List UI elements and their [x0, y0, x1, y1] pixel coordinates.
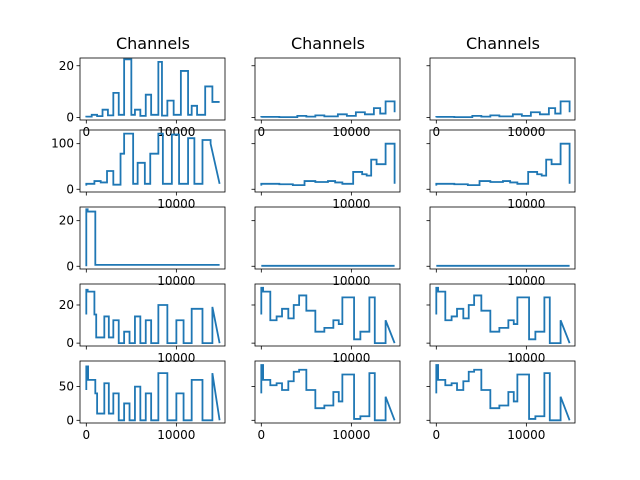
- panel-r1c2-xtick-label-1: 10000: [332, 125, 370, 139]
- panel-r2c1-ytick-label-0: 0: [66, 182, 74, 196]
- panel-r4c2-axes-frame: [254, 283, 401, 347]
- panel-r4c1-ytick-label-1: 20: [59, 298, 74, 312]
- panel-r3c1-axes-frame: [79, 206, 226, 270]
- panel-r2c1-xtick-label-1: 10000: [157, 197, 195, 211]
- panel-r5c1-ytick-label-1: 50: [59, 380, 74, 394]
- panel-r1c1-ytick-label-0: 0: [66, 110, 74, 124]
- panel-r5c1: 0 50 0 10000: [59, 360, 226, 442]
- panel-r4c2-series-line: [260, 286, 396, 345]
- panel-r2c2: 10000: [251, 129, 401, 211]
- panel-r2c2-axes-frame: [254, 129, 401, 193]
- panel-r4c3-series-line: [435, 286, 571, 345]
- panel-r5c2-xtick-label-0: 0: [257, 428, 265, 442]
- panel-r3c3-axes-frame: [429, 206, 576, 270]
- panel-r1c2: 0 10000: [251, 57, 401, 139]
- panel-r4c1: 0 20 10000: [59, 283, 226, 365]
- panel-r5c3-xtick-label-1: 10000: [507, 428, 545, 442]
- panel-r5c2: 0 10000: [251, 360, 401, 442]
- panel-r3c1-ytick-label-0: 0: [66, 259, 74, 273]
- panel-r1c2-series-line: [260, 100, 396, 119]
- panel-r5c1-series-line: [85, 365, 221, 422]
- panel-r5c1-xtick-label-1: 10000: [157, 428, 195, 442]
- panel-r3c2: 10000: [251, 206, 401, 288]
- panel-r1c3: 0 10000: [426, 57, 576, 139]
- panel-r1c1: 0 20 0 10000: [59, 57, 226, 139]
- panel-r1c3-xtick-label-0: 0: [432, 125, 440, 139]
- panel-r2c3-series-line: [435, 142, 571, 187]
- panel-r2c2-series-line: [260, 142, 396, 187]
- panel-r5c3-axes-frame: [429, 360, 576, 424]
- panel-r1c1-xtick-label-1: 10000: [157, 125, 195, 139]
- panel-r1c1-series-line: [85, 58, 220, 118]
- panel-r1c2-axes-frame: [254, 57, 401, 121]
- panel-r5c2-axes-frame: [254, 360, 401, 424]
- panel-r1c3-series-line: [435, 100, 571, 119]
- subplot-panels: 0 20 0 10000 0 10000 0 10000 0 100 10000 10000 10000…: [51, 57, 576, 442]
- panel-r5c1-axes-frame: [79, 360, 226, 424]
- panel-r4c1-series-line: [85, 288, 221, 345]
- panel-r4c3: 10000: [426, 283, 576, 365]
- panel-r1c1-axes-frame: [79, 57, 226, 121]
- panel-r4c2: 10000: [251, 283, 401, 365]
- panel-r4c1-axes-frame: [79, 283, 226, 347]
- panel-r4c1-ytick-label-0: 0: [66, 336, 74, 350]
- column-title-1: Channels: [116, 34, 190, 53]
- panel-r2c2-xtick-label-1: 10000: [332, 197, 370, 211]
- panel-r4c1-xtick-label-1: 10000: [157, 351, 195, 365]
- panel-r5c1-xtick-label-0: 0: [82, 428, 90, 442]
- panel-r5c2-xtick-label-1: 10000: [332, 428, 370, 442]
- panel-r5c2-series-line: [260, 364, 396, 422]
- panel-r1c1-xtick-label-0: 0: [82, 125, 90, 139]
- panel-r3c3: 10000: [426, 206, 576, 288]
- panel-r5c1-ytick-label-0: 0: [66, 413, 74, 427]
- panel-r5c3-xtick-label-0: 0: [432, 428, 440, 442]
- column-title-3: Channels: [466, 34, 540, 53]
- panel-r4c3-xtick-label-1: 10000: [507, 351, 545, 365]
- panel-r3c3-xtick-label-1: 10000: [507, 274, 545, 288]
- panel-r3c1-xtick-label-1: 10000: [157, 274, 195, 288]
- panel-r3c2-xtick-label-1: 10000: [332, 274, 370, 288]
- panel-r4c3-axes-frame: [429, 283, 576, 347]
- column-title-2: Channels: [291, 34, 365, 53]
- panel-r2c1-series-line: [85, 132, 221, 186]
- panel-r2c1-axes-frame: [79, 129, 226, 193]
- panel-r1c3-xtick-label-1: 10000: [507, 125, 545, 139]
- panel-r2c3: 10000: [426, 129, 576, 211]
- panel-r2c3-xtick-label-1: 10000: [507, 197, 545, 211]
- panel-r3c2-axes-frame: [254, 206, 401, 270]
- panel-r3c1-ytick-label-1: 20: [59, 214, 74, 228]
- panel-r5c3: 0 10000: [426, 360, 576, 442]
- panel-r1c1-ytick-label-1: 20: [59, 59, 74, 73]
- panel-r1c2-xtick-label-0: 0: [257, 125, 265, 139]
- panel-r2c1: 0 100 10000: [51, 129, 226, 211]
- panel-r2c3-axes-frame: [429, 129, 576, 193]
- panel-r1c3-axes-frame: [429, 57, 576, 121]
- panel-r3c1: 0 20 10000: [59, 206, 226, 288]
- panel-r4c2-xtick-label-1: 10000: [332, 351, 370, 365]
- panel-r2c1-ytick-label-1: 100: [51, 137, 74, 151]
- panel-r5c3-series-line: [435, 364, 571, 422]
- panel-r3c1-series-line: [85, 208, 220, 267]
